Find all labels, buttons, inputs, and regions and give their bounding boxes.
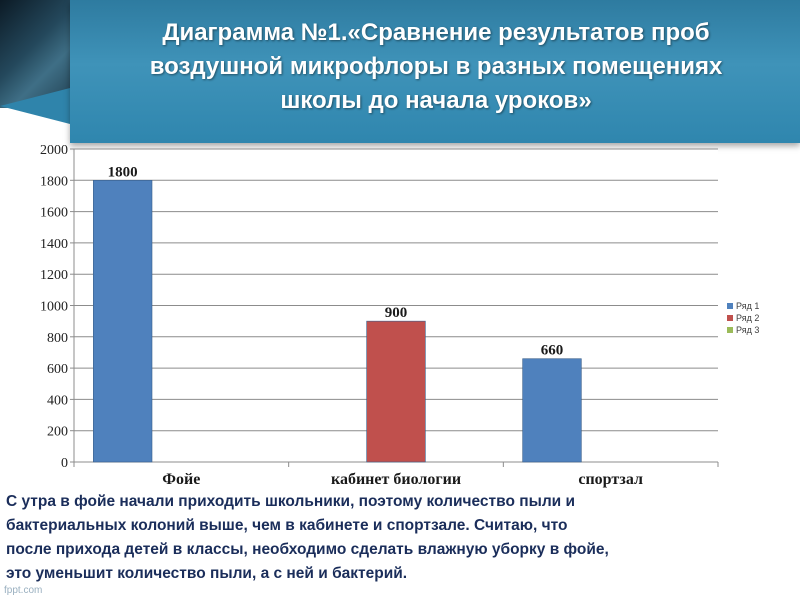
- title-line: воздушной микрофлоры в разных помещениях: [149, 53, 723, 80]
- caption-line: после прихода детей в классы, необходимо…: [6, 541, 609, 558]
- bar-chart: 0 200 400 600 800 1000 1200 1400 1600 1800 2000 180…: [40, 143, 719, 488]
- bar: [93, 179, 153, 463]
- y-tick-label: 1000: [40, 300, 68, 315]
- caption-line: бактериальных колоний выше, чем в кабине…: [6, 517, 568, 534]
- chart-legend: Ряд 1 Ряд 2 Ряд 3: [727, 300, 759, 336]
- slide-title: Диаграмма №1.«Сравнение результатов проб…: [82, 16, 790, 118]
- title-line: Диаграмма №1.«Сравнение результатов проб: [162, 19, 710, 46]
- legend-swatch: [727, 315, 733, 321]
- title-banner: [70, 0, 800, 143]
- legend-item: Ряд 1: [727, 300, 759, 312]
- legend-swatch: [727, 303, 733, 309]
- y-tick-label: 0: [61, 456, 68, 471]
- category-label: Фойе: [162, 471, 200, 488]
- legend-label: Ряд 1: [736, 301, 760, 311]
- y-tick-label: 800: [47, 331, 68, 346]
- watermark: fppt.com: [4, 585, 43, 596]
- banner-tip: [0, 88, 70, 124]
- legend-label: Ряд 3: [736, 325, 760, 335]
- y-tick-label: 600: [47, 362, 68, 377]
- bar: [522, 358, 582, 463]
- title-line: школы до начала уроков»: [280, 87, 592, 114]
- legend-label: Ряд 2: [736, 313, 760, 323]
- y-tick-label: 2000: [40, 143, 68, 158]
- data-label: 900: [385, 305, 408, 321]
- caption-line: С утра в фойе начали приходить школьники…: [6, 493, 576, 510]
- legend-item: Ряд 3: [727, 324, 759, 336]
- y-tick-label: 400: [47, 393, 68, 408]
- legend-item: Ряд 2: [727, 312, 759, 324]
- bar: [366, 320, 426, 463]
- category-label: спортзал: [578, 471, 643, 488]
- y-tick-label: 1400: [40, 237, 68, 252]
- data-label: 1800: [108, 164, 138, 180]
- legend-swatch: [727, 327, 733, 333]
- data-label: 660: [541, 343, 564, 359]
- slide-caption: С утра в фойе начали приходить школьники…: [6, 490, 786, 586]
- y-tick-label: 1200: [40, 268, 68, 283]
- y-tick-label: 200: [47, 425, 68, 440]
- y-tick-label: 1800: [40, 174, 68, 189]
- y-tick-label: 1600: [40, 206, 68, 221]
- caption-line: это уменьшит количество пыли, а с ней и …: [6, 565, 408, 582]
- category-label: кабинет биологии: [331, 471, 461, 488]
